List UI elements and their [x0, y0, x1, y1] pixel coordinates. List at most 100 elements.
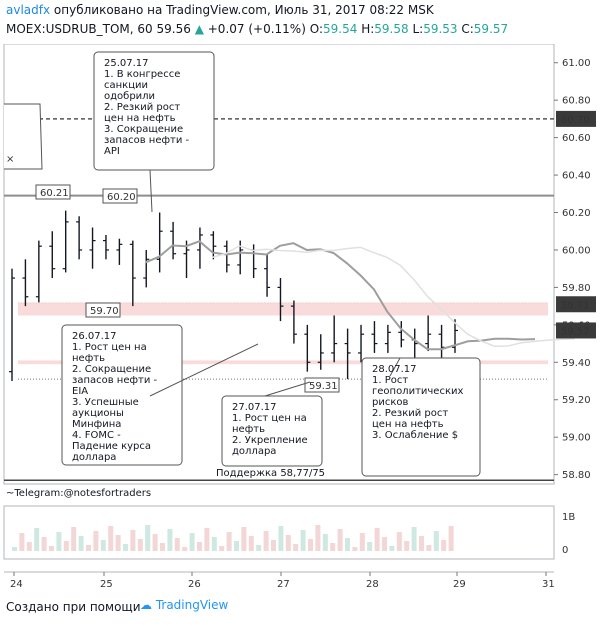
- time-tick-label: 25: [100, 579, 113, 590]
- price-label-box: [304, 377, 340, 393]
- volume-bar: [174, 538, 180, 551]
- volume-bar: [293, 544, 299, 551]
- volume-bar: [256, 545, 262, 551]
- price-badge: [556, 322, 596, 339]
- volume-bar: [219, 546, 225, 551]
- price-badge-text: 59.57: [561, 326, 590, 337]
- volume-bar: [234, 541, 239, 551]
- annotation-text: 3. Ослабление $: [372, 430, 458, 441]
- volume-bar: [396, 532, 402, 551]
- symbol-name: MOEX:USDRUB_TOM, 60: [6, 22, 153, 36]
- volume-bar: [56, 532, 62, 551]
- volume-bar: [19, 533, 25, 551]
- annotation-callout: [93, 51, 215, 171]
- volume-bar: [322, 534, 328, 551]
- open-value: 59.54: [323, 22, 358, 36]
- time-tick-label: 26: [188, 579, 201, 590]
- price-tick-label: 59.40: [562, 358, 591, 369]
- volume-bar: [26, 542, 32, 551]
- volume-bar: [197, 542, 202, 551]
- annotation-text: запасов нефти -: [72, 375, 158, 386]
- price-chart[interactable]: 61.0060.8060.6060.4060.2060.0059.8059.60…: [0, 44, 601, 596]
- annotation-text: доллара: [232, 446, 276, 457]
- annotation-text: одобрили: [104, 91, 155, 102]
- annotation-text: 3. Успешные: [72, 397, 139, 408]
- price-tick-label: 60.80: [562, 96, 591, 107]
- price-tick-label: 59.20: [562, 395, 591, 406]
- volume-bar: [12, 547, 17, 551]
- volume-bar: [308, 539, 313, 551]
- close-icon: ×: [6, 154, 14, 165]
- price-tick-label: 60.40: [562, 171, 591, 182]
- volume-tick-label: 1B: [562, 512, 575, 523]
- volume-bar: [315, 525, 321, 551]
- time-tick-label: 27: [277, 579, 290, 590]
- annotation-text: EIA: [72, 386, 88, 397]
- low-value: 59.53: [423, 22, 458, 36]
- callout-pointer: [149, 169, 153, 213]
- volume-bar: [34, 528, 40, 551]
- volume-bar: [374, 528, 380, 551]
- volume-bar: [241, 527, 247, 551]
- volume-bar: [411, 527, 417, 551]
- annotation-text: нефть: [232, 424, 265, 435]
- moving-average-line: [145, 240, 536, 351]
- price-label-box: [102, 188, 138, 204]
- symbol-line: MOEX:USDRUB_TOM, 60 59.56 ▲ +0.07 (+0.11…: [6, 22, 601, 36]
- volume-bar: [441, 540, 447, 551]
- volume-bar: [100, 540, 106, 551]
- volume-bar: [86, 545, 91, 551]
- volume-bar: [211, 537, 217, 551]
- annotation-text: рисков: [372, 397, 409, 408]
- volume-bar: [300, 530, 306, 551]
- volume-bar: [115, 535, 121, 551]
- open-label: O:: [309, 22, 323, 36]
- volume-bar: [359, 533, 365, 551]
- partial-callout: [4, 103, 43, 170]
- price-tick-label: 61.00: [562, 58, 591, 69]
- annotation-text: санкции: [104, 80, 148, 91]
- annotation-text: 27.07.17: [232, 402, 277, 413]
- telegram-text: ~Telegram:@notesfortraders: [6, 488, 151, 499]
- volume-bar: [78, 536, 84, 551]
- time-tick-label: 28: [366, 579, 379, 590]
- created-with-text: Создано при помощи: [6, 600, 141, 614]
- annotation-callout: [221, 395, 323, 467]
- volume-bar: [271, 540, 276, 551]
- support-text: Поддержка 58,77/75: [216, 468, 325, 479]
- volume-bar: [182, 547, 188, 551]
- price-badge: [556, 110, 596, 127]
- annotation-text: 28.07.17: [372, 364, 417, 375]
- time-tick-label: 31: [542, 579, 555, 590]
- price-label-text: 60.20: [107, 192, 136, 203]
- price-tick-label: 59.00: [562, 433, 591, 444]
- price-label-text: 59.31: [309, 381, 338, 392]
- volume-bar: [404, 541, 410, 551]
- annotation-text: 1. Рост цен на: [72, 342, 147, 353]
- annotation-text: 25.07.17: [104, 58, 149, 69]
- volume-bar: [123, 544, 128, 551]
- annotation-text: 4. FOMC -: [72, 430, 121, 441]
- tradingview-logo[interactable]: ☁ TradingView: [140, 598, 228, 612]
- annotation-text: аукционы: [72, 408, 124, 419]
- volume-bar: [152, 534, 158, 551]
- volume-bar: [137, 539, 143, 551]
- time-tick-label: 29: [453, 579, 466, 590]
- close-label: C:: [461, 22, 474, 36]
- volume-bar: [285, 535, 291, 551]
- author-name[interactable]: avladfx: [6, 3, 51, 17]
- volume-bar: [93, 531, 99, 551]
- annotation-text: цен на нефть: [104, 113, 176, 124]
- annotation-callout: [361, 357, 481, 477]
- last-price: 59.56: [156, 22, 191, 36]
- tradingview-cloud-icon: ☁: [140, 598, 152, 612]
- annotation-text: 3. Сокращение: [104, 124, 183, 135]
- volume-bar: [367, 542, 373, 551]
- volume-bar: [433, 531, 439, 551]
- volume-bar: [145, 525, 151, 551]
- annotation-text: Минфина: [72, 419, 121, 430]
- high-label: H:: [361, 22, 375, 36]
- tradingview-brand: TradingView: [155, 598, 229, 612]
- volume-bar: [160, 543, 165, 551]
- annotation-text: 2. Сокращение: [72, 364, 151, 375]
